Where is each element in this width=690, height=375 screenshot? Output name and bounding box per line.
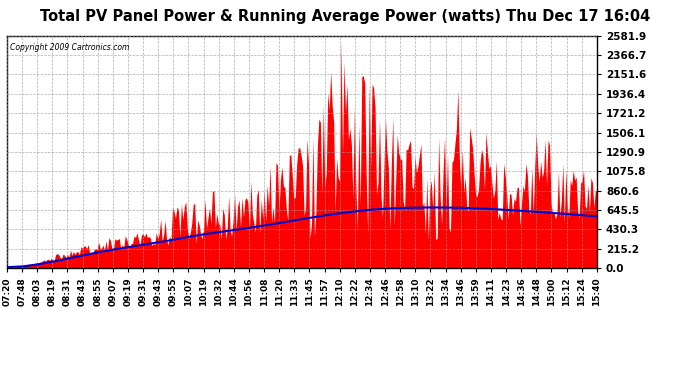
Text: Copyright 2009 Cartronics.com: Copyright 2009 Cartronics.com bbox=[10, 43, 129, 52]
Text: Total PV Panel Power & Running Average Power (watts) Thu Dec 17 16:04: Total PV Panel Power & Running Average P… bbox=[40, 9, 650, 24]
